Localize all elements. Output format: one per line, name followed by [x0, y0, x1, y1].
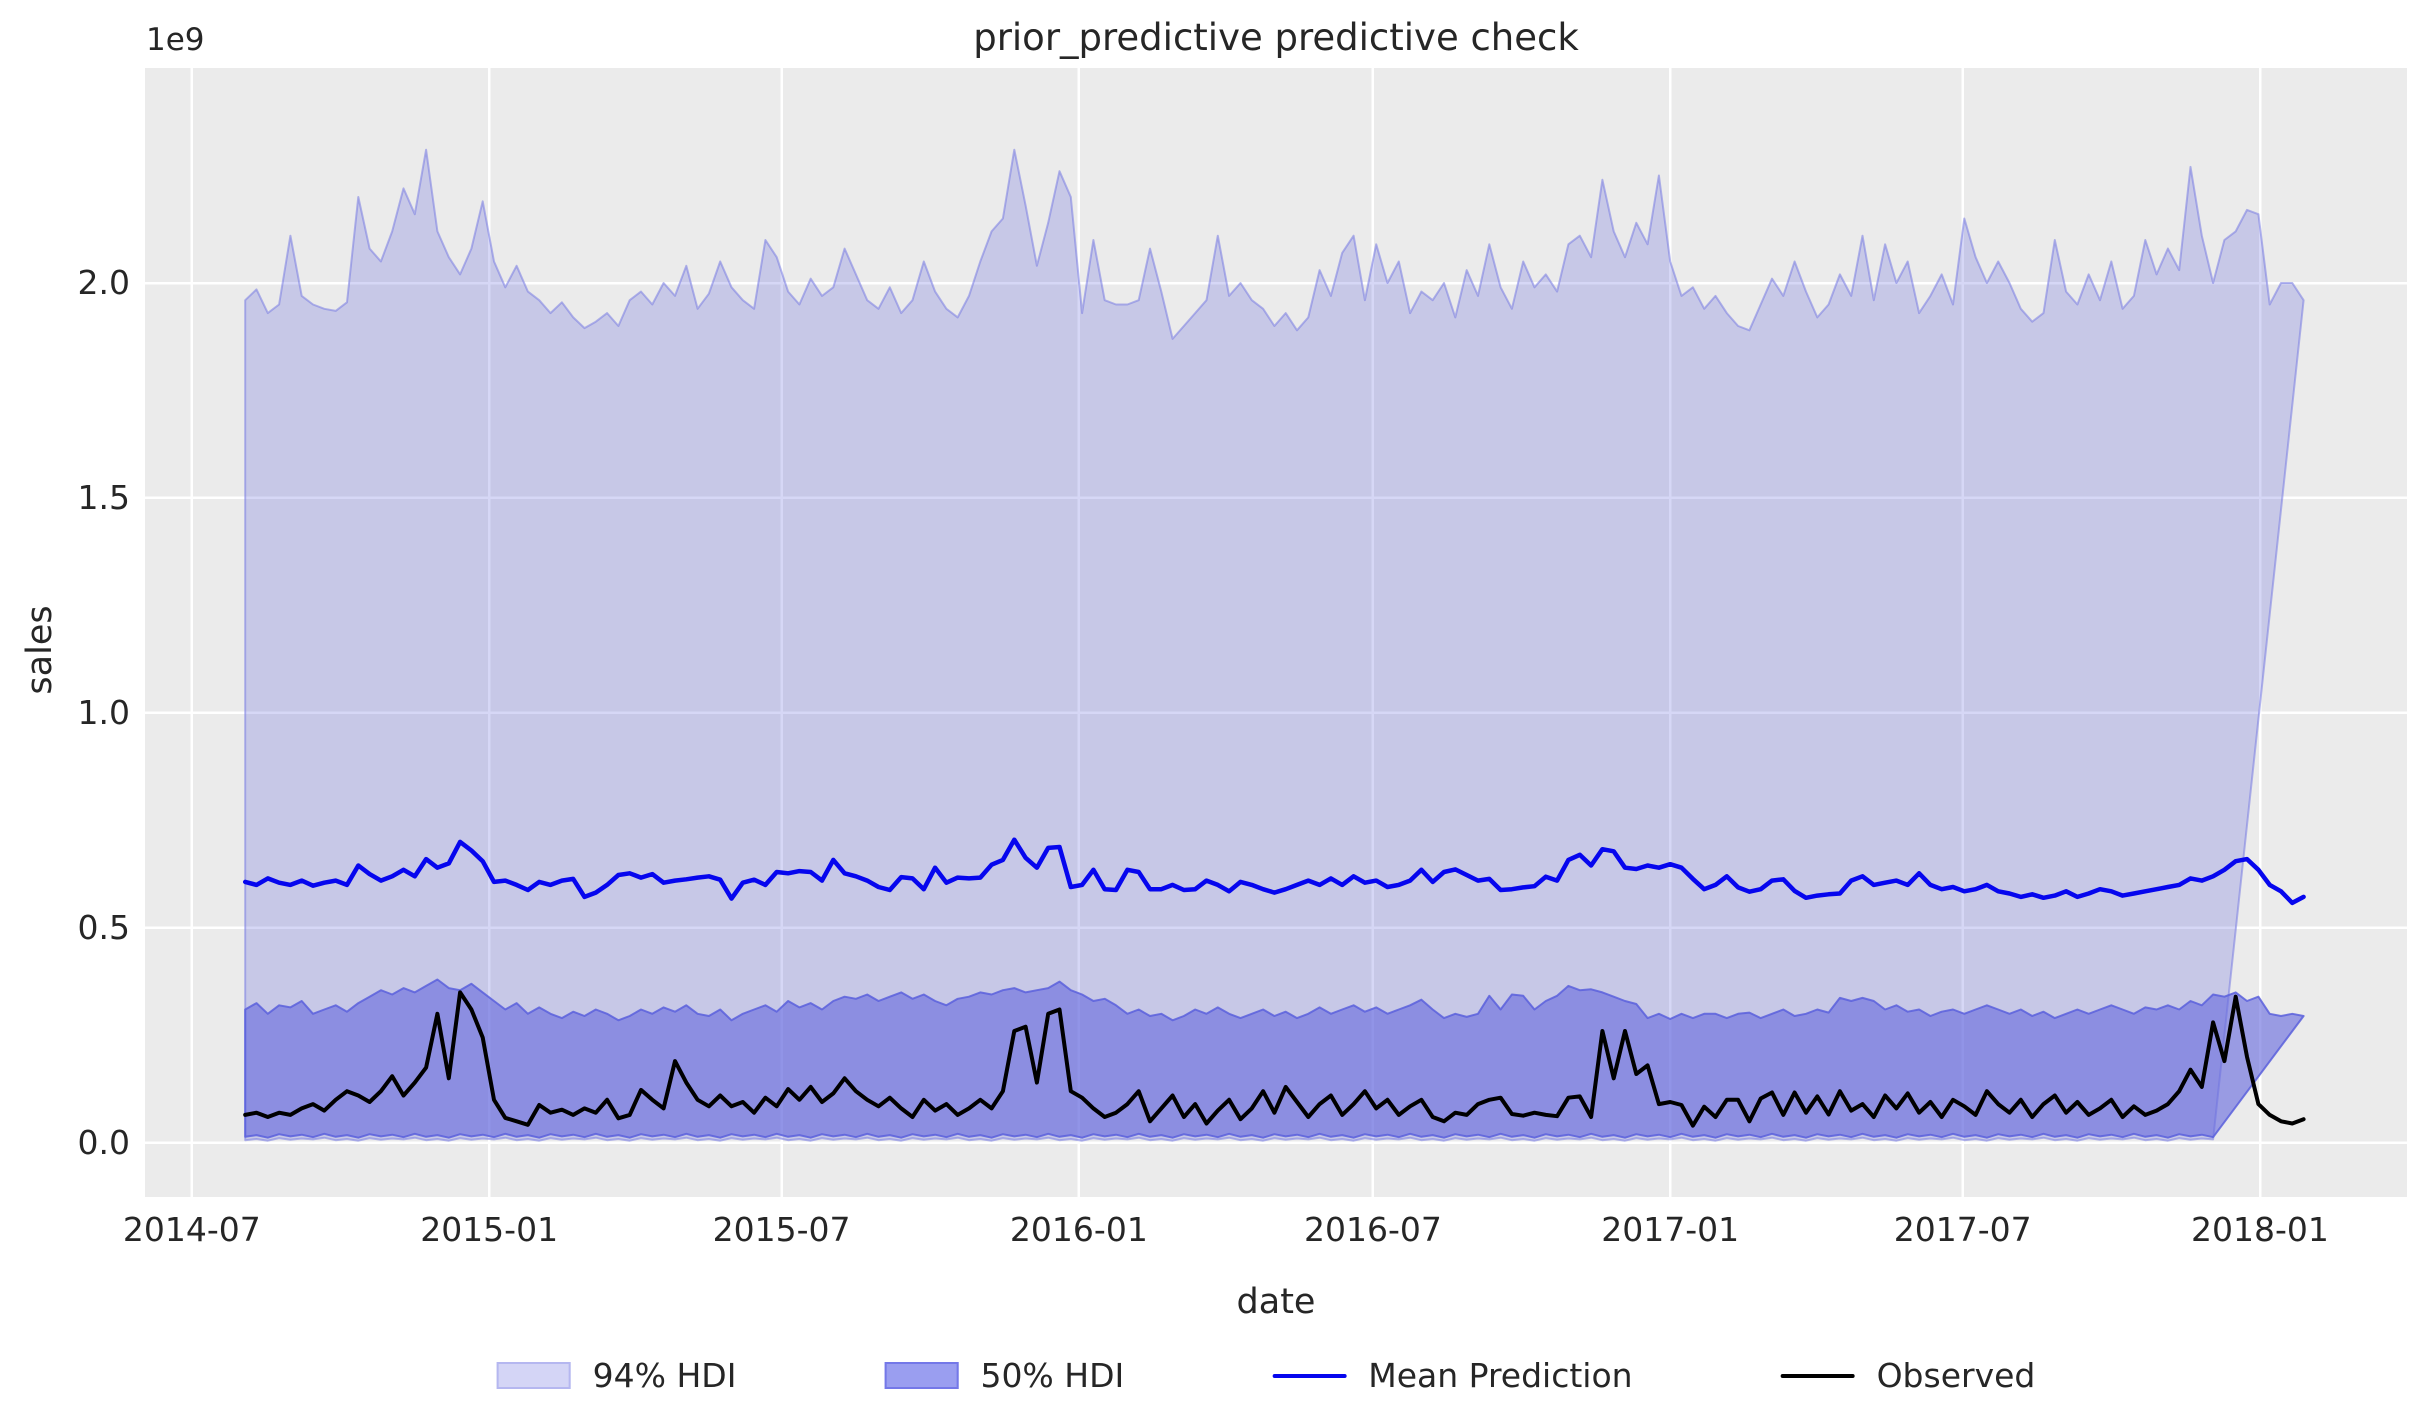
x-tick-label: 2015-01 — [420, 1210, 559, 1249]
observed-line — [243, 990, 2306, 1128]
hdi-94-band — [244, 148, 2305, 1142]
x-tick-label: 2016-07 — [1303, 1210, 1442, 1249]
hdi-50-swatch-icon — [884, 1362, 959, 1389]
y-tick-label: 2.0 — [77, 262, 130, 302]
y-axis-label: sales — [20, 605, 60, 695]
y-tick-label: 0.5 — [77, 907, 130, 947]
mean-prediction-line — [242, 837, 2306, 906]
y-tick-label: 1.5 — [77, 477, 130, 517]
x-tick-label: 2018-01 — [2191, 1210, 2329, 1249]
mean-prediction-line-icon — [1272, 1373, 1347, 1378]
y-tick-label: 0.0 — [77, 1122, 130, 1162]
gridlines — [145, 68, 2407, 1197]
observed-line-icon — [1780, 1373, 1855, 1378]
y-tick-label: 1.0 — [77, 692, 130, 732]
x-tick-label: 2017-01 — [1601, 1210, 1740, 1249]
legend-item-observed: Observed — [1780, 1356, 2036, 1395]
hdi-94-swatch-icon — [496, 1362, 571, 1389]
x-tick-label: 2016-01 — [1009, 1210, 1148, 1249]
legend-label-94-hdi: 94% HDI — [592, 1356, 737, 1395]
legend-label-mean-prediction: Mean Prediction — [1368, 1356, 1633, 1395]
legend-item-94-hdi: 94% HDI — [496, 1356, 737, 1395]
legend: 94% HDI 50% HDI Mean Prediction Observed — [496, 1356, 2036, 1395]
x-axis-label: date — [1236, 1282, 1316, 1322]
y-axis-offset-label: 1e9 — [146, 22, 205, 58]
x-tick-label: 2014-07 — [122, 1210, 261, 1249]
hdi-50-band — [244, 978, 2305, 1139]
x-tick-label: 2015-07 — [712, 1210, 851, 1249]
legend-item-50-hdi: 50% HDI — [884, 1356, 1124, 1395]
legend-label-50-hdi: 50% HDI — [980, 1356, 1125, 1395]
chart-title: prior_predictive predictive check — [973, 16, 1579, 59]
legend-label-observed: Observed — [1876, 1356, 2036, 1395]
x-tick-label: 2017-07 — [1893, 1210, 2032, 1249]
legend-item-mean-prediction: Mean Prediction — [1272, 1356, 1633, 1395]
